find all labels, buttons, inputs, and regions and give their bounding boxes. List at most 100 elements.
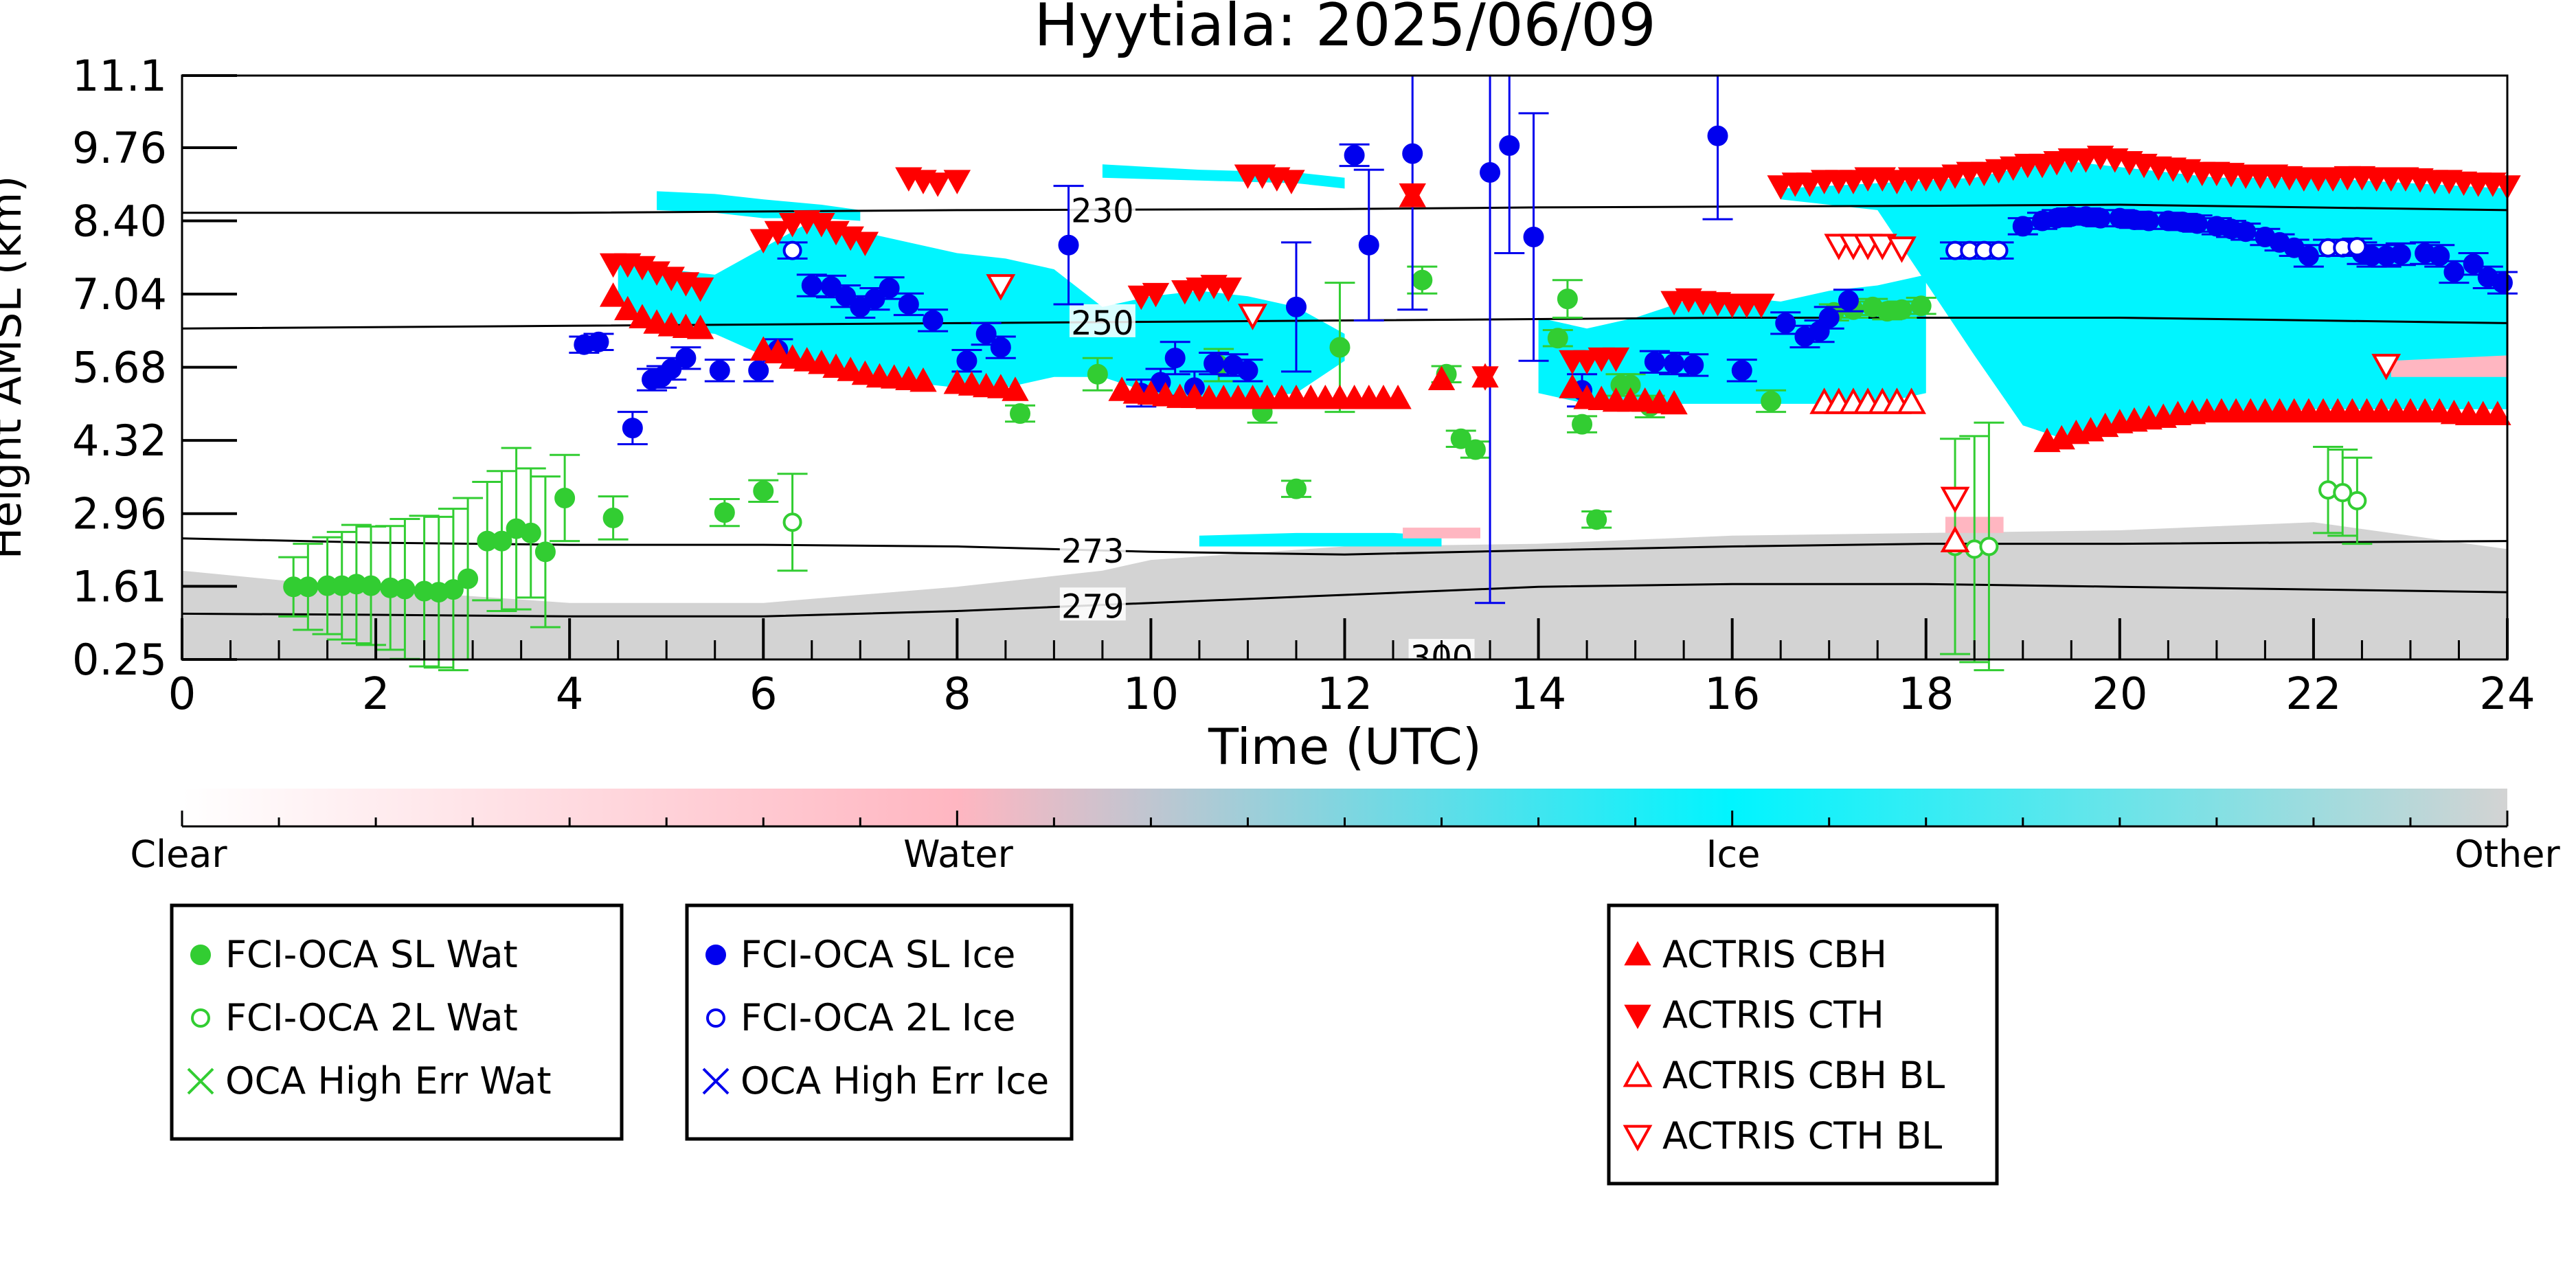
data-point (1002, 376, 1029, 401)
data-point (1204, 353, 1225, 374)
colorbar-label-clear: Clear (130, 833, 227, 876)
data-point (1867, 234, 1897, 260)
data-point (1329, 337, 1351, 358)
data-point (924, 172, 951, 197)
data-point (1660, 389, 1688, 415)
data-point (1572, 414, 1593, 435)
data-point (1058, 234, 1079, 256)
legend-marker-actris-cth (1624, 1004, 1651, 1030)
data-point (1344, 144, 1365, 166)
data-point (1010, 403, 1031, 424)
x-tick-label: 22 (2285, 669, 2341, 720)
legend-marker-fci-oca-sl-wat (190, 945, 211, 965)
data-point (1887, 236, 1917, 263)
data-point (1940, 486, 1970, 514)
data-point (764, 221, 792, 246)
contour-label-273: 273 (1061, 532, 1125, 571)
data-point (1465, 439, 1486, 460)
y-axis: 0.25 1.61 2.96 4.32 5.68 7.04 8.40 9.76 11.1 (72, 51, 237, 685)
x-tick-label: 14 (1511, 669, 1566, 720)
x-tick-label: 6 (749, 669, 778, 720)
contour-line-230 (182, 203, 2507, 214)
data-point (520, 522, 541, 543)
data-point (2090, 207, 2111, 229)
data-point (749, 229, 777, 253)
x-tick-label: 10 (1123, 669, 1179, 720)
data-point (1602, 347, 1630, 372)
series-fci-oca-2l-wat (777, 421, 2373, 672)
data-point (1142, 282, 1170, 308)
data-point (1707, 125, 1728, 146)
colorbar-label-other: Other (2454, 833, 2560, 876)
data-point (1775, 313, 1796, 334)
contour-label-bg (1069, 304, 1136, 337)
data-point (753, 480, 774, 501)
data-point (956, 350, 978, 372)
legend-label-actris-cbh: ACTRIS CBH (1662, 933, 1887, 976)
data-point (534, 541, 556, 563)
data-point (1644, 351, 1665, 372)
data-point (2429, 245, 2450, 267)
data-point (2390, 244, 2411, 265)
data-point (629, 304, 656, 328)
data-point (1547, 328, 1568, 349)
x-tick-label: 8 (943, 669, 971, 720)
contour-label-bg (1059, 587, 1126, 621)
data-point (1358, 234, 1379, 256)
data-point (1761, 390, 1782, 411)
contour-label-250: 250 (1071, 304, 1134, 343)
data-point (1818, 307, 1840, 328)
data-point (491, 530, 512, 552)
series-actris-cth (599, 146, 2521, 391)
legend-frame (170, 903, 624, 1141)
contour-label-bg (1069, 192, 1136, 225)
data-point (614, 295, 642, 321)
data-point (554, 487, 576, 508)
x-axis-label: Time (UTC) (1208, 718, 1482, 776)
x-tick-label: 0 (168, 669, 196, 720)
legend-water: FCI-OCA SL Wat FCI-OCA 2L Wat OCA High Err… (170, 903, 624, 1141)
data-series (278, 76, 2521, 672)
y-tick-label: 11.1 (72, 51, 167, 101)
data-point (1838, 290, 1859, 311)
y-tick-label: 4.32 (72, 416, 167, 466)
contour-label-230: 230 (1071, 192, 1134, 230)
data-point (1979, 536, 1999, 556)
legend-marker-fci-oca-2l-ice (706, 1008, 725, 1028)
data-point (801, 275, 822, 296)
data-point (1402, 143, 1423, 164)
data-point (1278, 170, 1305, 194)
data-point (1557, 289, 1578, 310)
y-tick-label: 8.40 (72, 196, 167, 247)
series-actris-cth-bl (986, 234, 2402, 514)
data-point (782, 240, 802, 260)
y-tick-label: 1.61 (72, 561, 167, 611)
series-fci-oca-sl-wat (278, 265, 1936, 672)
legend-frame (1607, 903, 1999, 1186)
data-point (1384, 384, 1412, 409)
data-point (2443, 261, 2465, 282)
legend-marker-oca-high-err-ice (702, 1067, 730, 1095)
data-point (1412, 269, 1433, 291)
data-point (1471, 366, 1499, 391)
y-axis-label: Height AMSL (km) (0, 176, 31, 560)
data-point (2492, 272, 2513, 293)
data-point (361, 575, 382, 596)
data-point (1087, 363, 1108, 385)
data-point (1285, 478, 1307, 499)
legend-label-fci-oca-2l-wat: FCI-OCA 2L Wat (225, 996, 518, 1039)
legend-label-fci-oca-sl-ice: FCI-OCA SL Ice (741, 933, 1015, 976)
water-region-1 (2391, 355, 2507, 377)
water-region-3 (1403, 528, 1480, 539)
data-point (2138, 210, 2160, 231)
data-point (837, 357, 864, 381)
data-point (2187, 213, 2208, 234)
data-point (442, 579, 464, 600)
data-point (1523, 227, 1544, 248)
data-point (1891, 299, 1912, 320)
data-point (1450, 428, 1471, 449)
y-tick-label: 7.04 (72, 269, 167, 319)
data-point (2484, 400, 2511, 425)
data-point (1237, 360, 1258, 381)
